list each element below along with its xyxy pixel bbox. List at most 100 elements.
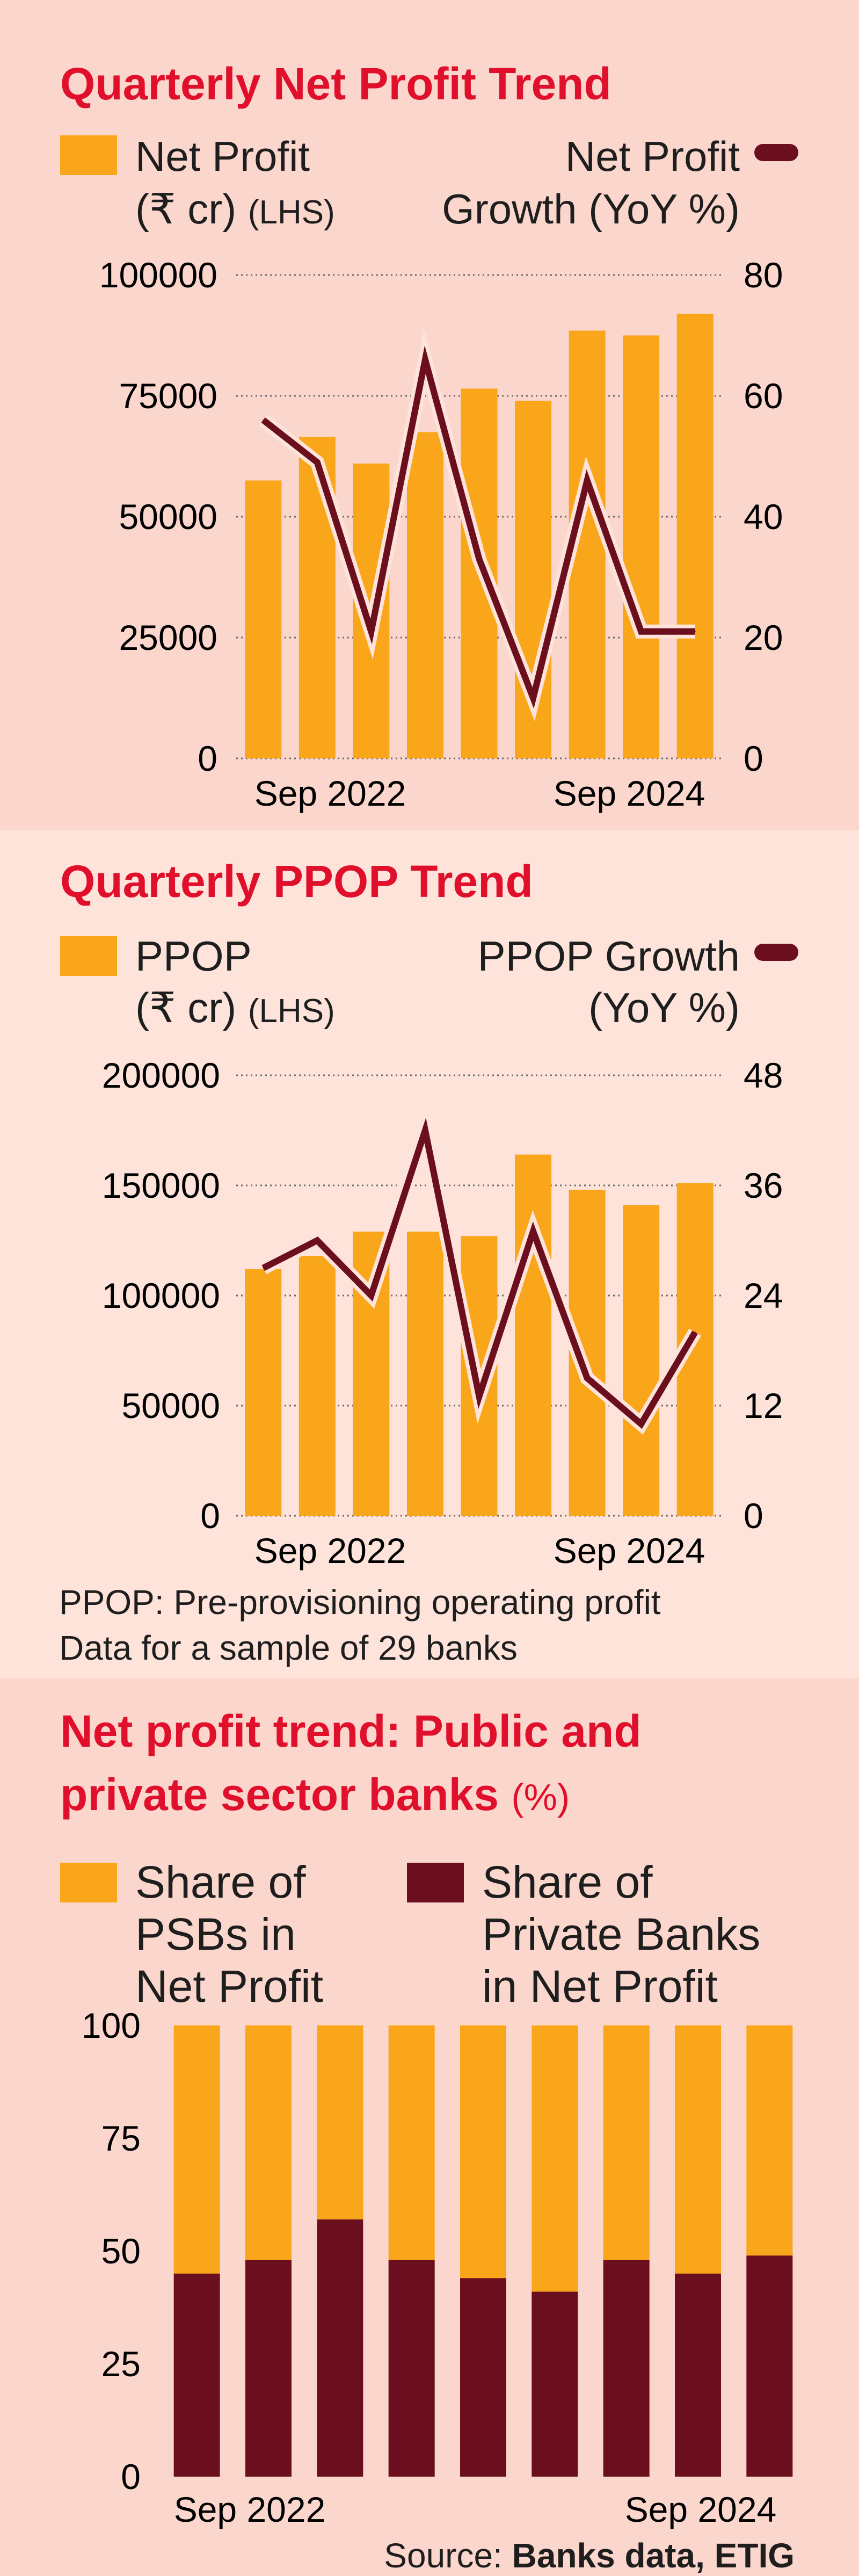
ppop-growth-legend-swatch: [754, 944, 798, 961]
net-profit-right-tick: 0: [744, 739, 763, 778]
net-profit-left-tick: 75000: [119, 376, 217, 416]
ppop-growth-point: [640, 1423, 642, 1425]
ppop-left-axis: 200000 150000 100000 50000 0: [102, 1055, 220, 1536]
ppop-bar: [299, 1256, 336, 1516]
ppop-left-tick: 0: [200, 1496, 220, 1536]
share-psb-legend-line: Net Profit: [135, 1961, 323, 2011]
net-profit-growth-legend-label: Net Profit: [565, 133, 740, 180]
ppop-legend-unit: (₹ cr): [135, 984, 236, 1031]
share-private-bar: [603, 2260, 650, 2477]
net-profit-legend-unit-line: (₹ cr) (LHS): [135, 185, 335, 233]
share-private-legend-line: Private Banks: [482, 1909, 760, 1959]
share-stacked-bars: [173, 2025, 793, 2477]
share-psb-bar: [173, 2025, 220, 2274]
net-profit-bar: [406, 432, 443, 758]
net-profit-left-tick: 50000: [119, 497, 217, 537]
net-profit-legend-unit: (₹ cr): [135, 185, 236, 233]
share-private-bar: [746, 2255, 793, 2477]
net-profit-growth-point: [316, 461, 318, 463]
share-private-bar: [532, 2291, 578, 2477]
net-profit-panel: Quarterly Net Profit Trend Net Profit (₹…: [0, 0, 859, 830]
ppop-growth-point: [263, 1267, 264, 1269]
share-y-axis: 100 75 50 25 0: [82, 2006, 141, 2497]
net-profit-growth-point: [478, 558, 480, 560]
ppop-growth-point: [694, 1332, 696, 1333]
net-profit-legend-swatch: [60, 135, 117, 175]
ppop-bar: [245, 1269, 282, 1516]
ppop-left-tick: 150000: [102, 1166, 220, 1205]
ppop-right-tick: 12: [744, 1386, 783, 1426]
net-profit-growth-point: [586, 480, 588, 481]
net-profit-growth-legend-sub: Growth (YoY %): [442, 185, 740, 233]
ppop-growth-point: [316, 1240, 318, 1241]
ppop-title: Quarterly PPOP Trend: [60, 856, 533, 907]
ppop-growth-point: [370, 1295, 372, 1296]
share-psb-bar: [746, 2025, 793, 2256]
net-profit-right-tick: 80: [744, 255, 783, 295]
share-private-legend-line: in Net Profit: [482, 1961, 718, 2011]
share-y-tick: 50: [101, 2231, 141, 2271]
ppop-footnote-definition: PPOP: Pre-provisioning operating profit: [59, 1583, 661, 1622]
share-private-bar: [245, 2260, 292, 2477]
ppop-chart: Quarterly PPOP Trend PPOP (₹ cr) (LHS) P…: [59, 856, 798, 1667]
net-profit-growth-legend-swatch: [754, 144, 798, 161]
ppop-legend-label: PPOP: [135, 932, 252, 980]
ppop-legend-lhs: (LHS): [248, 993, 335, 1030]
ppop-right-tick: 24: [744, 1276, 783, 1315]
net-profit-left-axis: 100000 75000 50000 25000 0: [99, 255, 217, 778]
ppop-growth-point: [478, 1395, 480, 1397]
share-private-bar: [173, 2274, 220, 2477]
share-title-line2: private sector banks (%): [60, 1769, 570, 1820]
ppop-legend-unit-line: (₹ cr) (LHS): [135, 984, 335, 1031]
share-y-tick: 25: [101, 2344, 141, 2384]
net-profit-growth-point: [370, 631, 372, 632]
ppop-bar: [406, 1232, 443, 1516]
source-text: Banks data, ETIG: [512, 2536, 795, 2575]
source-prefix: Source:: [384, 2536, 503, 2575]
ppop-panel: Quarterly PPOP Trend PPOP (₹ cr) (LHS) P…: [0, 830, 859, 1678]
net-profit-growth-point: [640, 631, 642, 632]
share-psb-bar: [460, 2025, 506, 2278]
share-psb-bar: [388, 2025, 435, 2260]
share-psb-legend-line: PSBs in: [135, 1909, 296, 1959]
ppop-left-tick: 100000: [102, 1276, 220, 1315]
net-profit-title: Quarterly Net Profit Trend: [60, 59, 612, 109]
ppop-bar: [623, 1205, 660, 1516]
net-profit-growth-line: [259, 329, 696, 721]
net-profit-growth-point: [424, 359, 426, 360]
net-profit-right-tick: 40: [744, 497, 783, 537]
ppop-growth-point: [424, 1130, 426, 1131]
ppop-x-tick: Sep 2024: [554, 1531, 705, 1571]
net-profit-x-tick: Sep 2024: [554, 773, 705, 813]
ppop-growth-point: [586, 1377, 588, 1379]
share-psb-bar: [245, 2025, 292, 2260]
share-x-tick: Sep 2022: [174, 2490, 326, 2529]
share-private-bar: [460, 2278, 506, 2477]
net-profit-left-tick: 25000: [119, 618, 217, 657]
ppop-growth-legend-label: PPOP Growth: [478, 932, 740, 980]
ppop-right-tick: 36: [744, 1166, 783, 1205]
share-psb-bar: [675, 2025, 721, 2274]
share-psb-bar: [532, 2025, 578, 2292]
ppop-right-axis: 48 36 24 12 0: [744, 1055, 783, 1536]
ppop-bar: [515, 1154, 552, 1516]
ppop-growth-legend-sub: (YoY %): [588, 984, 740, 1031]
share-private-bar: [317, 2219, 363, 2477]
share-y-tick: 0: [121, 2457, 141, 2497]
ppop-bars: [245, 1154, 714, 1516]
share-private-legend-swatch: [407, 1863, 464, 1902]
share-y-tick: 75: [101, 2118, 141, 2158]
ppop-growth-line: [260, 1103, 701, 1435]
share-title-main: private sector banks: [60, 1769, 499, 1820]
ppop-legend-swatch: [60, 936, 117, 976]
net-profit-growth-point: [263, 419, 264, 421]
ppop-growth-point: [533, 1231, 534, 1232]
share-psb-bar: [317, 2025, 363, 2220]
share-y-tick: 100: [82, 2006, 141, 2045]
net-profit-growth-point: [533, 697, 534, 699]
net-profit-left-tick: 0: [198, 739, 217, 778]
net-profit-chart: Quarterly Net Profit Trend Net Profit (₹…: [60, 59, 798, 813]
net-profit-left-tick: 100000: [99, 255, 217, 295]
net-profit-right-axis: 80 60 40 20 0: [744, 255, 783, 778]
net-profit-right-tick: 20: [744, 618, 783, 657]
